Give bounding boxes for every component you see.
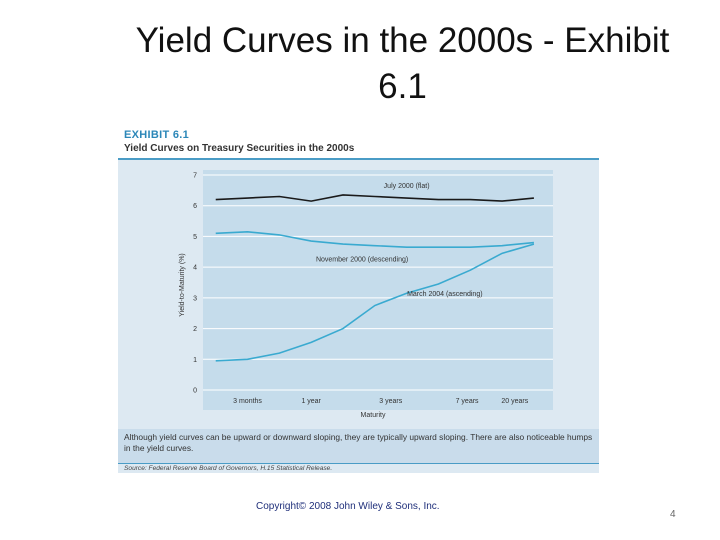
x-tick-label: 20 years [501, 398, 528, 405]
exhibit-number: EXHIBIT 6.1 [124, 129, 190, 141]
y-tick-label: 6 [193, 203, 197, 210]
x-tick-label: 3 years [379, 398, 402, 405]
x-tick-label: 1 year [301, 398, 321, 405]
copyright-text: Copyright© 2008 John Wiley & Sons, Inc. [256, 501, 440, 512]
series-line-1 [215, 194, 534, 202]
exhibit-header: EXHIBIT 6.1 Yield Curves on Treasury Sec… [118, 125, 599, 158]
exhibit-source: Source: Federal Reserve Board of Governo… [124, 465, 333, 472]
y-tick-label: 3 [193, 295, 197, 302]
y-tick-label: 2 [193, 326, 197, 333]
plot-area [203, 170, 553, 410]
page-number: 4 [670, 509, 676, 520]
exhibit-title: Yield Curves on Treasury Securities in t… [124, 143, 355, 154]
source-rule [118, 463, 599, 464]
series-lines [215, 194, 535, 362]
x-tick-label: 7 years [456, 398, 479, 405]
series-label-2: November 2000 (descending) [316, 257, 408, 264]
series-labels: July 2000 (flat) November 2000 (descendin… [316, 183, 483, 298]
x-tick-label: 3 months [233, 398, 262, 405]
gridlines [203, 174, 553, 391]
y-tick-label: 0 [193, 388, 197, 395]
y-axis-label: Yield-to-Maturity (%) [179, 253, 186, 317]
y-tick-label: 1 [193, 357, 197, 364]
exhibit-header-rule [118, 158, 599, 160]
series-label-1: July 2000 (flat) [384, 183, 430, 190]
series-label-3: March 2004 (ascending) [407, 291, 483, 298]
exhibit-caption: Although yield curves can be upward or d… [124, 432, 593, 453]
series-line-3 [215, 243, 535, 362]
caption-bar: Although yield curves can be upward or d… [118, 429, 599, 463]
series-line-2 [215, 231, 534, 248]
yield-curve-chart: 0 1 2 3 4 5 6 7 3 months 1 year 3 years 7 years 20 … [179, 170, 553, 419]
y-tick-label: 4 [193, 265, 197, 272]
y-tick-labels: 0 1 2 3 4 5 6 7 [193, 173, 197, 395]
x-axis-label: Maturity [361, 412, 386, 419]
slide-title: Yield Curves in the 2000s - Exhibit 6.1 [135, 21, 670, 106]
x-tick-labels: 3 months 1 year 3 years 7 years 20 years [233, 398, 529, 405]
y-tick-label: 7 [193, 173, 197, 180]
y-tick-label: 5 [193, 234, 197, 241]
